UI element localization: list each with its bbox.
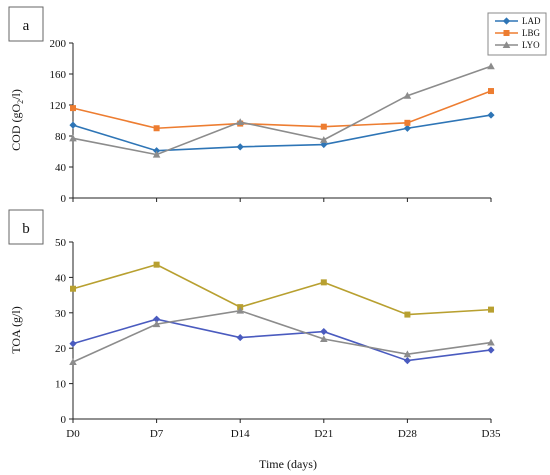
panel-b-x-tick-label: D35 [482,428,501,440]
panel-a-label: a [23,18,30,34]
panel-b-series-3-point [403,350,412,358]
panel-b-series-3-point [320,335,328,342]
panel-a-y-tick-label: 40 [55,162,67,174]
panel-a-y-tick-label: 0 [61,193,67,205]
legend: LAD LBG LYO [487,12,547,56]
panel-a-ylabel: COD (gO2/l) [9,89,25,151]
panel-b-series-1-point [403,356,411,365]
panel-b-y-tick-label: 0 [61,414,67,426]
panel-b-series-2-point [320,279,327,286]
panel-b-series-3-point [69,358,77,366]
panel-b-x-tick-label: D28 [398,428,417,440]
panel-b-y-tick-label: 50 [55,237,67,249]
panel-a-series-3-point [152,150,161,158]
panel-a-y-ticks: 0 40 80 120 160 200 [50,38,492,205]
panel-b-series-1-point [487,346,495,354]
panel-b-series-3-point [236,306,244,314]
panel-b-series-2-point [153,261,160,268]
panel-a: a COD (gO2/l) 0 40 80 120 160 200 LAD LBG LYO [8,6,547,205]
panel-b-series-3-line [72,309,492,363]
panel-b-y-tick-label: 40 [55,272,67,284]
panel-a-y-tick-label: 80 [55,131,67,143]
panel-b: b TOA (g/l) 0 10 20 30 40 50 D0 D7 D14 D21 D28 D35… [8,209,501,471]
panel-b-series-2-point [404,311,411,318]
panel-a-series-1-point [487,111,495,119]
panel-a-y-tick-label: 160 [50,69,67,81]
legend-label-lad: LAD [522,16,541,26]
panel-b-series-1-line [72,318,492,362]
panel-a-y-tick-label: 200 [50,38,67,50]
panel-a-series-3-point [403,91,412,99]
legend-marker-lad [502,17,511,25]
panel-b-series-3-point [487,338,495,346]
panel-b-series [69,261,495,366]
legend-marker-lbg [503,30,510,36]
panel-b-y-tick-label: 20 [55,343,67,355]
panel-b-xlabel: Time (days) [259,457,317,471]
panel-b-ylabel: TOA (g/l) [9,306,23,353]
panel-a-series-2-line [72,90,492,130]
legend-box [487,12,547,56]
legend-items: LAD LBG LYO [495,16,541,50]
panel-a-label-box [8,6,44,42]
panel-b-y-tick-label: 30 [55,308,67,320]
panel-a-series [69,62,495,158]
panel-b-series-3-point [152,320,161,328]
panel-b-series-1-point [69,339,77,348]
panel-a-series-2-point [488,88,494,95]
panel-b-label: b [22,221,30,237]
panel-a-series-1-line [72,114,492,152]
panel-b-x-ticks: D0 D7 D14 D21 D28 D35 [66,428,501,440]
panel-b-label-box [8,209,44,245]
panel-a-series-2-point [70,105,76,112]
panel-b-series-2-point [70,285,76,292]
panel-a-series-3-point [236,118,244,126]
panel-b-series-1-point [236,333,244,342]
panel-a-series-3-point [487,62,495,70]
panel-a-y-tick-label: 120 [50,100,67,112]
panel-a-series-1-point [403,124,411,132]
panel-a-series-1-point [236,143,244,151]
panel-b-series-2-point [488,306,494,313]
panel-b-series-1-point [153,315,161,323]
panel-b-y-ticks: 0 10 20 30 40 50 [55,237,492,426]
legend-label-lyo: LYO [522,40,540,50]
panel-a-series-1-point [69,121,77,129]
panel-a-series-2-point [153,125,160,132]
panel-b-y-tick-label: 10 [55,379,67,391]
panel-b-series-1-point [320,327,328,336]
panel-a-series-2-point [320,123,327,130]
panel-a-series-3-point [69,134,77,142]
legend-label-lbg: LBG [522,28,541,38]
panel-b-series-2-line [72,263,492,316]
panel-b-x-tick-label: D21 [314,428,333,440]
panel-b-x-tick-label: D0 [66,428,80,440]
legend-marker-lyo [502,41,511,48]
panel-a-series-1-point [153,147,161,155]
panel-a-series-3-line [72,65,492,156]
panel-b-x-tick-label: D7 [150,428,164,440]
panel-a-series-3-point [320,136,328,143]
panel-b-x-tick-label: D14 [231,428,250,440]
panel-a-series-2-point [404,119,411,126]
